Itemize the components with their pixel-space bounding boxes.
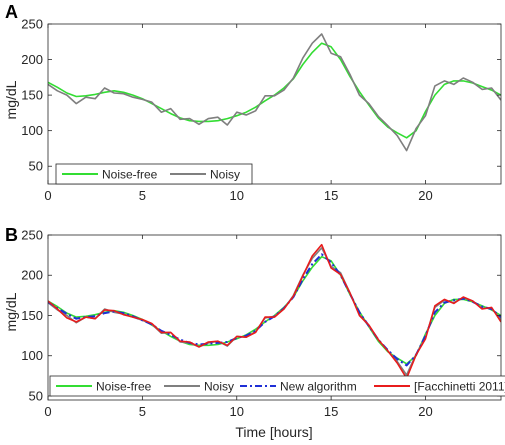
legend-box xyxy=(49,375,505,397)
legend-entry: Noise-free xyxy=(102,168,158,182)
x-tick-label: 0 xyxy=(44,188,51,203)
x-tick-label: 10 xyxy=(230,188,244,203)
y-tick-label: 150 xyxy=(21,308,43,323)
panel-a-plot-area xyxy=(48,24,501,184)
panel-a: A mg/dL 0 5 10 15 20 50 100 150 200 250 Noise-fre… xyxy=(3,2,502,203)
panel-b-axes-frame xyxy=(47,234,502,401)
x-tick-label: 5 xyxy=(139,188,146,203)
y-tick-label: 50 xyxy=(29,388,43,403)
y-tick-label: 150 xyxy=(21,88,43,103)
x-tick-label: 5 xyxy=(139,404,146,419)
panel-a-series-line-1 xyxy=(48,33,501,152)
y-tick-label: 50 xyxy=(29,159,43,174)
y-tick-label: 100 xyxy=(21,123,43,138)
legend-entry: Noise-free xyxy=(96,380,152,394)
panel-a-axes-frame xyxy=(47,23,502,185)
panel-b-axes: 0 5 10 15 20 50 100 150 200 250 xyxy=(21,228,502,419)
legend-entry: Noisy xyxy=(204,380,234,394)
panel-a-letter: A xyxy=(5,2,18,22)
x-tick-label: 0 xyxy=(44,404,51,419)
x-tick-label: 20 xyxy=(418,404,432,419)
panel-a-y-axis-label: mg/dL xyxy=(3,80,19,119)
legend-entry: Noisy xyxy=(210,168,240,182)
y-tick-label: 250 xyxy=(21,17,43,32)
panel-a-legend: Noise-free Noisy xyxy=(55,163,253,185)
panel-b-legend: Noise-free Noisy New algorithm [Facchinetti… xyxy=(49,375,505,397)
x-axis-label: Time [hours] xyxy=(235,424,312,440)
panel-b-letter: B xyxy=(5,225,18,245)
x-tick-label: 20 xyxy=(418,188,432,203)
y-tick-label: 250 xyxy=(21,228,43,243)
panel-a-series-lines xyxy=(48,33,501,152)
panel-b-y-axis-label: mg/dL xyxy=(3,292,19,331)
panel-b: B mg/dL 0 5 10 15 20 50 100 150 200 250 Noise-fre… xyxy=(3,225,505,440)
y-tick-label: 200 xyxy=(21,268,43,283)
panel-b-series-lines xyxy=(48,243,501,380)
legend-entry: [Facchinetti 2011] xyxy=(414,380,505,394)
x-tick-label: 15 xyxy=(324,188,338,203)
y-tick-label: 200 xyxy=(21,52,43,67)
legend-box xyxy=(55,163,253,185)
panel-a-axes: 0 5 10 15 20 50 100 150 200 250 xyxy=(21,17,502,203)
y-tick-label: 100 xyxy=(21,348,43,363)
x-tick-label: 10 xyxy=(230,404,244,419)
panel-b-series-line-3 xyxy=(48,243,501,380)
x-tick-label: 15 xyxy=(324,404,338,419)
legend-entry: New algorithm xyxy=(280,380,357,394)
